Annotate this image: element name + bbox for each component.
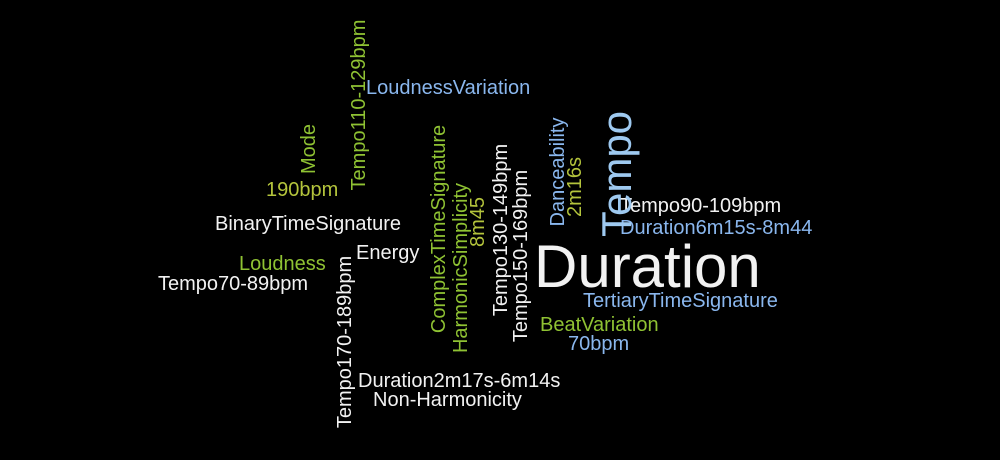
- word-70bpm: 70bpm: [568, 333, 630, 355]
- word-tempo: Tempo: [593, 110, 640, 238]
- word-tertiary-time-signature: TertiaryTimeSignature: [583, 290, 778, 312]
- word-duration2m17s-6m14s: Duration2m17s-6m14s: [358, 370, 561, 392]
- word-binary-time-signature: BinaryTimeSignature: [215, 213, 402, 235]
- word-duration: Duration: [534, 233, 761, 300]
- word-tempo70-89bpm: Tempo70-89bpm: [158, 273, 309, 295]
- word-loudness-variation: LoudnessVariation: [366, 77, 531, 99]
- word-duration6m15s-8m44: Duration6m15s-8m44: [620, 217, 813, 239]
- word-190bpm: 190bpm: [266, 179, 339, 201]
- word-8m45: 8m45: [467, 196, 489, 247]
- word-loudness: Loudness: [239, 253, 326, 275]
- word-beat-variation: BeatVariation: [540, 314, 659, 336]
- word-tempo170-189bpm: Tempo170-189bpm: [334, 255, 356, 429]
- word-mode: Mode: [298, 123, 320, 175]
- word-non-harmonicity: Non-Harmonicity: [373, 389, 522, 411]
- word-tempo90-109bpm: Tempo90-109bpm: [620, 195, 782, 217]
- word-complex-time-signature: ComplexTimeSignature: [428, 124, 450, 334]
- word-tempo110-129bpm: Tempo110-129bpm: [348, 19, 370, 191]
- word-tempo150-169bpm: Tempo150-169bpm: [510, 169, 532, 343]
- word-2m16s: 2m16s: [564, 156, 586, 217]
- word-energy: Energy: [356, 242, 420, 264]
